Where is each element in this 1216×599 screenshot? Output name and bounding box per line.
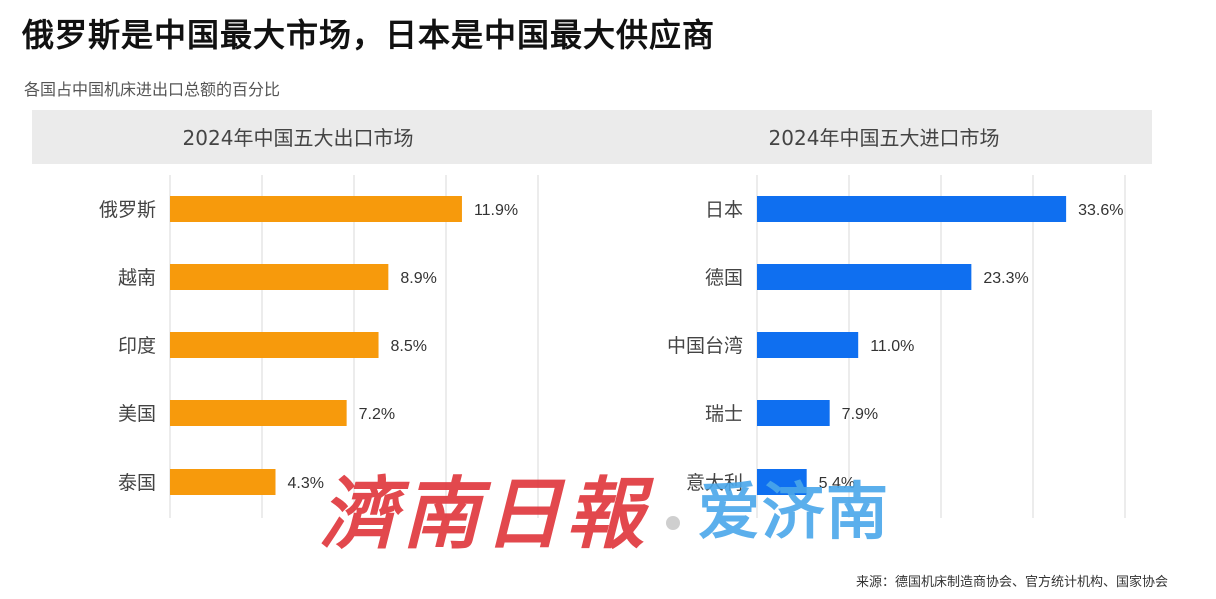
panel-header-band xyxy=(32,110,1152,164)
export-chart-title: 2024年中国五大出口市场 xyxy=(182,126,414,150)
import-value-label: 33.6% xyxy=(1078,202,1123,219)
source-note: 来源：德国机床制造商协会、官方统计机构、国家协会 xyxy=(855,575,1168,590)
import-bar xyxy=(757,469,807,495)
import-bar xyxy=(757,196,1067,222)
export-bar xyxy=(170,400,347,426)
export-value-label: 8.9% xyxy=(400,270,436,287)
import-value-label: 11.0% xyxy=(870,338,914,355)
import-bar xyxy=(757,264,972,290)
export-category-label: 美国 xyxy=(118,403,156,425)
export-bar xyxy=(170,196,462,222)
import-value-label: 5.4% xyxy=(819,475,855,492)
export-category-label: 俄罗斯 xyxy=(99,199,156,221)
import-chart-title: 2024年中国五大进口市场 xyxy=(768,126,1000,150)
export-bar xyxy=(170,469,276,495)
import-value-label: 23.3% xyxy=(983,270,1028,287)
export-bar xyxy=(170,264,389,290)
import-bar xyxy=(757,400,830,426)
import-category-label: 中国台湾 xyxy=(667,335,743,357)
import-category-label: 日本 xyxy=(705,199,743,221)
import-category-label: 意大利 xyxy=(686,472,743,494)
export-value-label: 11.9% xyxy=(474,202,518,219)
import-value-label: 7.9% xyxy=(842,406,878,423)
import-category-label: 瑞士 xyxy=(705,403,743,425)
page-title: 俄罗斯是中国最大市场，日本是中国最大供应商 xyxy=(22,16,716,54)
import-category-label: 德国 xyxy=(705,267,743,289)
export-category-label: 印度 xyxy=(118,335,156,357)
export-bar xyxy=(170,332,379,358)
export-category-label: 越南 xyxy=(118,267,156,289)
export-value-label: 8.5% xyxy=(391,338,427,355)
export-value-label: 4.3% xyxy=(287,475,323,492)
export-category-label: 泰国 xyxy=(118,472,156,494)
export-value-label: 7.2% xyxy=(359,406,395,423)
page-subtitle: 各国占中国机床进出口总额的百分比 xyxy=(24,80,281,99)
import-bar xyxy=(757,332,859,358)
